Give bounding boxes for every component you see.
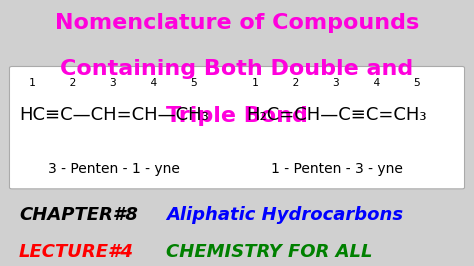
Text: HC≡C—CH=CH—CH₃: HC≡C—CH=CH—CH₃ [19,106,209,124]
Text: CHEMISTRY FOR ALL: CHEMISTRY FOR ALL [166,243,373,261]
Text: 1 - Penten - 3 - yne: 1 - Penten - 3 - yne [271,162,402,176]
Text: Triple Bond: Triple Bond [166,106,308,126]
Text: 3 - Penten - 1 - yne: 3 - Penten - 1 - yne [48,162,180,176]
Text: Containing Both Double and: Containing Both Double and [60,59,414,78]
Text: Aliphatic Hydrocarbons: Aliphatic Hydrocarbons [166,206,403,224]
Text: LECTURE#4: LECTURE#4 [19,243,134,261]
Text: 1     2     3     4     5: 1 2 3 4 5 [252,78,421,89]
Text: CHAPTER#8: CHAPTER#8 [19,206,138,224]
Text: Nomenclature of Compounds: Nomenclature of Compounds [55,13,419,33]
FancyBboxPatch shape [9,66,465,189]
Text: 1     2     3     4     5: 1 2 3 4 5 [29,78,198,89]
Text: H₂C=CH—C≡C=CH₃: H₂C=CH—C≡C=CH₃ [246,106,427,124]
